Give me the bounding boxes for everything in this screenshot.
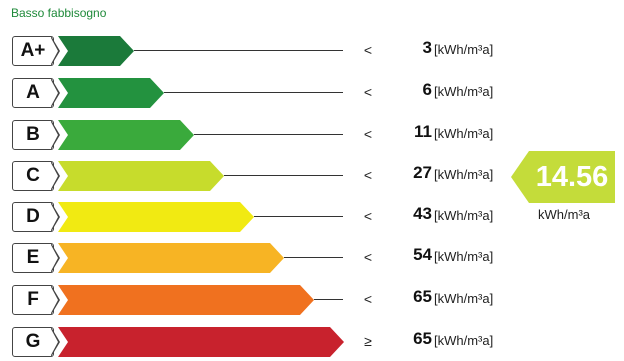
class-label-box (12, 285, 54, 315)
comparator: < (363, 167, 373, 183)
indicator-unit: kWh/m³a (538, 207, 590, 222)
comparator: < (363, 208, 373, 224)
class-label: D (26, 206, 40, 227)
class-label: C (26, 165, 40, 186)
class-arrow-bar (58, 327, 344, 357)
threshold-value: 11 (414, 122, 432, 141)
rating-row: C <27 [kWh/m³a] (0, 159, 624, 193)
threshold-value: 54 (413, 245, 432, 264)
class-label-pointer-fill (51, 245, 58, 271)
class-label-box (12, 78, 54, 108)
chart-header: Basso fabbisogno (11, 6, 107, 20)
threshold-value: 6 (422, 80, 432, 99)
class-label-pointer-fill (51, 329, 58, 355)
threshold-unit: [kWh/m³a] (434, 249, 494, 264)
threshold-unit: [kWh/m³a] (434, 208, 494, 223)
rating-row: A <6 [kWh/m³a] (0, 76, 624, 110)
threshold-value: 65 (413, 329, 432, 348)
comparator: < (363, 291, 373, 307)
indicator-arrow-shape (511, 151, 615, 203)
leader-line (254, 216, 343, 217)
class-label-pointer-fill (51, 204, 58, 230)
class-arrow (58, 285, 314, 315)
class-arrow-bar (58, 36, 134, 66)
class-label-pointer-fill (51, 163, 58, 189)
rating-row: E <54 [kWh/m³a] (0, 241, 624, 275)
class-label: A (26, 82, 40, 103)
class-label-box (12, 120, 54, 150)
class-arrow-bar (58, 202, 254, 232)
class-label: B (26, 124, 40, 145)
class-arrow (58, 78, 164, 108)
threshold-unit: [kWh/m³a] (434, 126, 494, 141)
leader-line (194, 134, 343, 135)
class-label-pointer-fill (51, 287, 58, 313)
class-label: A+ (20, 40, 46, 61)
class-label-box (12, 327, 54, 357)
class-label-box (12, 36, 54, 66)
class-label: E (26, 247, 40, 268)
threshold-value: 27 (413, 163, 432, 182)
threshold-unit: [kWh/m³a] (434, 167, 494, 182)
class-arrow (58, 327, 344, 357)
class-label-pointer-fill (51, 38, 58, 64)
class-label-box (12, 243, 54, 273)
class-arrow (58, 36, 134, 66)
leader-line (134, 50, 343, 51)
class-label: F (27, 289, 39, 310)
class-label-box (12, 202, 54, 232)
comparator: < (363, 84, 373, 100)
threshold-unit: [kWh/m³a] (434, 42, 494, 57)
class-arrow-bar (58, 78, 164, 108)
leader-line (164, 92, 343, 93)
class-arrow (58, 120, 194, 150)
class-arrow (58, 202, 254, 232)
rating-row: A+ <3 [kWh/m³a] (0, 34, 624, 68)
comparator: < (363, 249, 373, 265)
leader-line (284, 257, 343, 258)
class-arrow-bar (58, 120, 194, 150)
comparator: ≥ (364, 333, 372, 349)
rating-row: G ≥65 [kWh/m³a] (0, 325, 624, 359)
class-arrow (58, 161, 224, 191)
comparator: < (363, 126, 373, 142)
class-arrow-bar (58, 285, 314, 315)
class-arrow-bar (58, 243, 284, 273)
comparator: < (363, 42, 373, 58)
threshold-unit: [kWh/m³a] (434, 291, 494, 306)
leader-line (314, 299, 343, 300)
indicator-value: 14.56 (535, 161, 609, 193)
threshold-unit: [kWh/m³a] (434, 84, 494, 99)
leader-line (224, 175, 343, 176)
threshold-value: 3 (422, 38, 432, 57)
class-label: G (25, 331, 41, 352)
rating-row: F <65 [kWh/m³a] (0, 283, 624, 317)
class-arrow-bar (58, 161, 224, 191)
threshold-value: 43 (413, 204, 432, 223)
class-arrow (58, 243, 284, 273)
rating-row: B <11 [kWh/m³a] (0, 118, 624, 152)
rating-row: D <43 [kWh/m³a] (0, 200, 624, 234)
class-label-pointer-fill (51, 80, 58, 106)
threshold-value: 65 (413, 287, 432, 306)
rating-indicator: 14.56 (511, 151, 615, 203)
class-label-pointer-fill (51, 122, 58, 148)
threshold-unit: [kWh/m³a] (434, 333, 494, 348)
